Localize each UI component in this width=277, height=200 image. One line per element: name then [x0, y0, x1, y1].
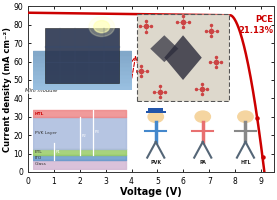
Text: Mini module: Mini module: [25, 88, 58, 93]
Y-axis label: Current density (mA cm⁻²): Current density (mA cm⁻²): [3, 27, 12, 152]
Text: PCE
21.13%: PCE 21.13%: [238, 15, 273, 35]
X-axis label: Voltage (V): Voltage (V): [120, 187, 182, 197]
